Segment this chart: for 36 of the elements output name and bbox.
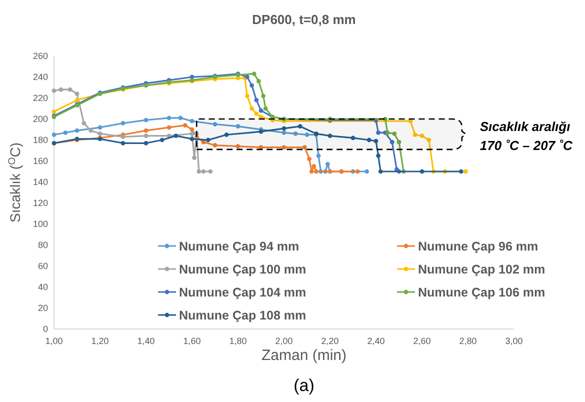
y-tick-label: 140 — [32, 177, 48, 187]
y-tick-label: 260 — [32, 51, 48, 61]
legend-label: Numune Çap 94 mm — [179, 240, 300, 254]
y-tick-label: 160 — [32, 156, 48, 166]
legend-label: Numune Çap 108 mm — [179, 308, 306, 322]
x-tick-label: 1,60 — [183, 336, 201, 346]
x-tick-label: 1,00 — [45, 336, 63, 346]
x-tick-label: 1,80 — [229, 336, 247, 346]
y-tick-label: 180 — [32, 135, 48, 145]
y-tick-label: 80 — [38, 240, 48, 250]
y-tick-label: 240 — [32, 72, 48, 82]
y-tick-label: 20 — [38, 303, 48, 313]
y-tick-label: 100 — [32, 219, 48, 229]
y-tick-label: 0 — [42, 324, 48, 334]
x-tick-label: 2,20 — [321, 336, 339, 346]
legend-label: Numune Çap 104 mm — [179, 286, 306, 300]
legend-label: Numune Çap 106 mm — [418, 286, 546, 300]
y-tick-label: 120 — [32, 198, 48, 208]
x-tick-label: 2,60 — [413, 336, 431, 346]
x-tick-label: 3,00 — [505, 336, 523, 346]
x-tick-label: 2,80 — [459, 336, 477, 346]
chart-title: DP600, t=0,8 mm — [252, 12, 356, 27]
y-tick-label: 200 — [32, 114, 48, 124]
x-tick-label: 1,40 — [137, 336, 155, 346]
legend-label: Numune Çap 102 mm — [418, 262, 546, 276]
text: (a) — [294, 376, 314, 395]
x-tick-label: 2,00 — [275, 336, 293, 346]
x-tick-label: 1,20 — [91, 336, 109, 346]
band-label: Sıcaklık aralığı 170 ˚C – 207 ˚C — [480, 119, 574, 153]
x-tick-label: 2,40 — [367, 336, 385, 346]
y-tick-label: 220 — [32, 93, 48, 103]
x-axis-title: Zaman (min) — [261, 347, 347, 364]
legend-label: Numune Çap 96 mm — [418, 240, 538, 254]
legend-label: Numune Çap 100 mm — [179, 262, 306, 276]
y-tick-label: 60 — [38, 261, 48, 271]
y-tick-label: 40 — [38, 282, 48, 292]
